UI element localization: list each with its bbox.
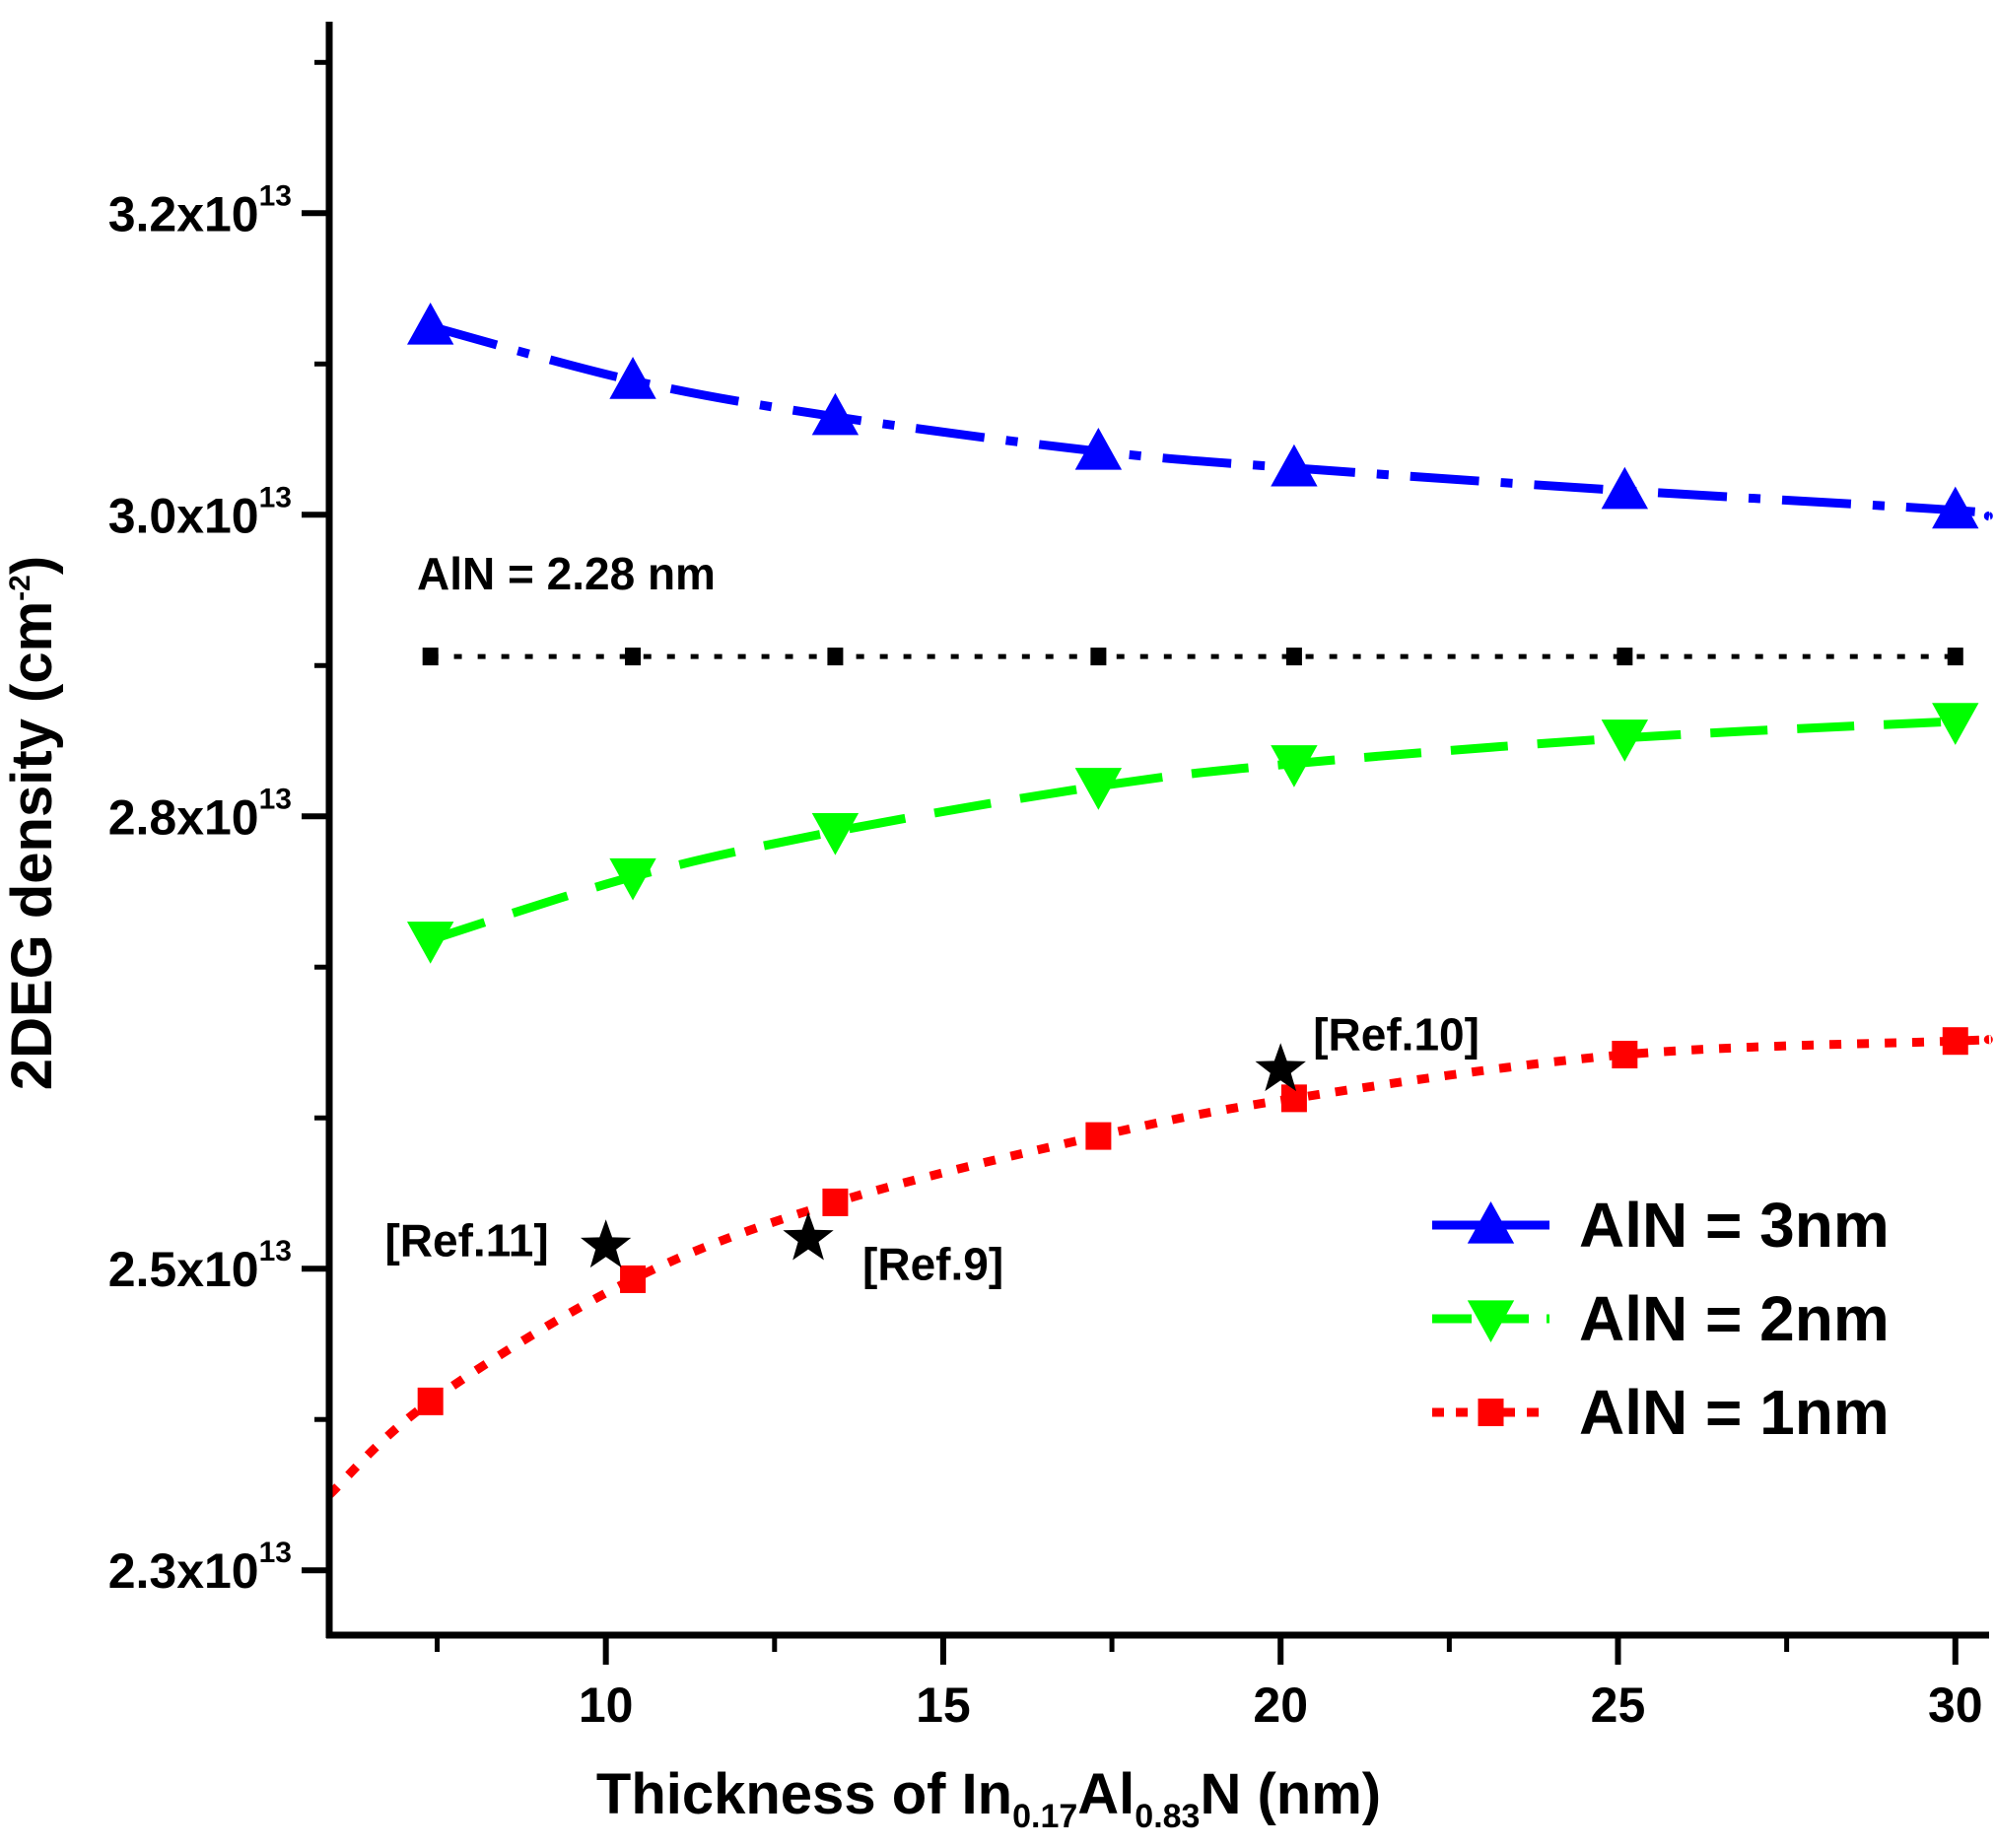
series-marker-aln-3nm	[811, 392, 860, 436]
series-marker-aln-2nm	[609, 857, 656, 901]
series-marker-aln-2nm	[1271, 745, 1318, 787]
y-tick-label: 2.8x1013	[108, 783, 292, 845]
ref-star-icon	[783, 1211, 834, 1261]
series-marker-aln-2nm	[1074, 768, 1123, 810]
series-marker-aln-3nm	[1932, 486, 1979, 529]
series-marker-aln-1nm	[417, 1387, 444, 1415]
annotation-aln-2-28: AlN = 2.28 nm	[417, 548, 716, 599]
series-marker-aln-1nm	[1612, 1040, 1638, 1068]
ref-label: [Ref.10]	[1313, 1008, 1479, 1060]
x-tick-label: 20	[1253, 1677, 1308, 1733]
series-line-aln-1nm	[325, 1035, 1995, 1499]
series-marker-aln-2-28-nm	[1617, 648, 1633, 666]
tick-marks	[302, 59, 1959, 1665]
x-tick-label: 25	[1591, 1677, 1646, 1733]
series-marker-aln-3nm	[406, 302, 454, 345]
series-markers	[406, 302, 1979, 1415]
y-tick-label: 2.5x1013	[108, 1235, 292, 1297]
series-marker-aln-2-28-nm	[1947, 648, 1963, 666]
series-marker-aln-1nm	[822, 1188, 849, 1216]
ref-label: [Ref.9]	[862, 1239, 1003, 1290]
series-marker-aln-2nm	[1932, 703, 1979, 745]
legend-marker	[1467, 1200, 1515, 1244]
series-marker-aln-1nm	[620, 1265, 647, 1293]
ref-star-icon	[1255, 1043, 1306, 1092]
y-tick-label: 2.3x1013	[108, 1537, 292, 1599]
series-marker-aln-2-28-nm	[1090, 648, 1107, 666]
series-marker-aln-3nm	[609, 357, 656, 399]
x-tick-label: 15	[916, 1677, 971, 1733]
x-tick-label: 30	[1928, 1677, 1983, 1733]
y-tick-label: 3.2x1013	[108, 179, 292, 241]
x-tick-label: 10	[579, 1677, 634, 1733]
legend-marker	[1467, 1300, 1515, 1343]
series-line-aln-2nm	[429, 717, 1956, 945]
y-axis-title: 2DEG density (cm-2)	[0, 556, 64, 1090]
series-marker-aln-2-28-nm	[827, 648, 844, 666]
series-marker-aln-3nm	[1601, 466, 1649, 510]
series-marker-aln-2-28-nm	[1285, 648, 1302, 666]
series-line-aln-3nm	[429, 321, 1995, 521]
y-tick-label: 3.0x1013	[108, 481, 292, 543]
series-marker-aln-2-28-nm	[422, 648, 439, 666]
series-marker-aln-3nm	[1074, 427, 1123, 470]
legend-marker	[1478, 1399, 1504, 1426]
series-marker-aln-2nm	[406, 922, 454, 964]
series-marker-aln-2-28-nm	[625, 648, 642, 666]
legend-label: AlN = 1nm	[1579, 1377, 1890, 1448]
legend-label: AlN = 3nm	[1579, 1190, 1890, 1261]
legend-label: AlN = 2nm	[1579, 1283, 1890, 1354]
legend: AlN = 3nm AlN = 2nm AlN = 1nm	[1432, 1190, 1890, 1448]
ref-label: [Ref.11]	[384, 1214, 548, 1266]
tick-labels: 10 15 20 25 30 2.3x1013 2.5x1013 2.8x1013 3.0x10…	[108, 179, 1983, 1733]
reference-points: [Ref.11] [Ref.9] [Ref.10]	[384, 1008, 1479, 1289]
series-marker-aln-2nm	[811, 812, 860, 856]
series-marker-aln-3nm	[1271, 444, 1318, 487]
ref-star-icon	[581, 1219, 632, 1268]
series-marker-aln-1nm	[1942, 1027, 1968, 1056]
x-axis-title: Thickness of In0.17Al0.83N (nm)	[596, 1762, 1381, 1835]
series-marker-aln-1nm	[1085, 1122, 1112, 1150]
series-marker-aln-2nm	[1601, 719, 1649, 762]
